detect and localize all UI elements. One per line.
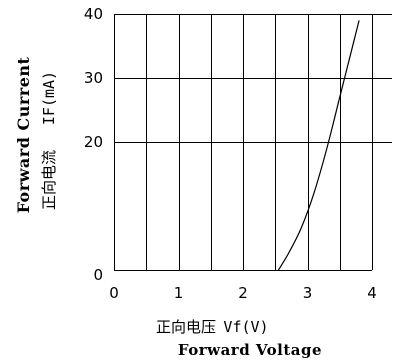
- series-layer: [277, 20, 360, 271]
- grid-lines: [114, 14, 392, 271]
- y-tick-label: 0: [93, 266, 103, 284]
- x-tick-label: 4: [367, 284, 377, 302]
- x-tick-label: 2: [238, 284, 248, 302]
- x-axis-label-cn: 正向电压: [156, 318, 216, 336]
- y-axis-label-en: Forward Current: [14, 56, 33, 213]
- y-tick-label: 20: [84, 133, 103, 151]
- x-tick-label: 1: [174, 284, 184, 302]
- x-axis-label-unit: Vf(V): [223, 318, 268, 336]
- y-tick-label: 40: [84, 5, 103, 23]
- x-tick-label: 3: [303, 284, 313, 302]
- y-axis-label-unit: IF(mA): [40, 71, 58, 125]
- x-tick-label: 0: [109, 284, 119, 302]
- iv-curve-line: [277, 20, 360, 271]
- y-axis-label-cn: 正向电流: [40, 150, 58, 210]
- y-tick-label: 30: [84, 69, 103, 87]
- x-axis-label-en: Forward Voltage: [178, 341, 322, 359]
